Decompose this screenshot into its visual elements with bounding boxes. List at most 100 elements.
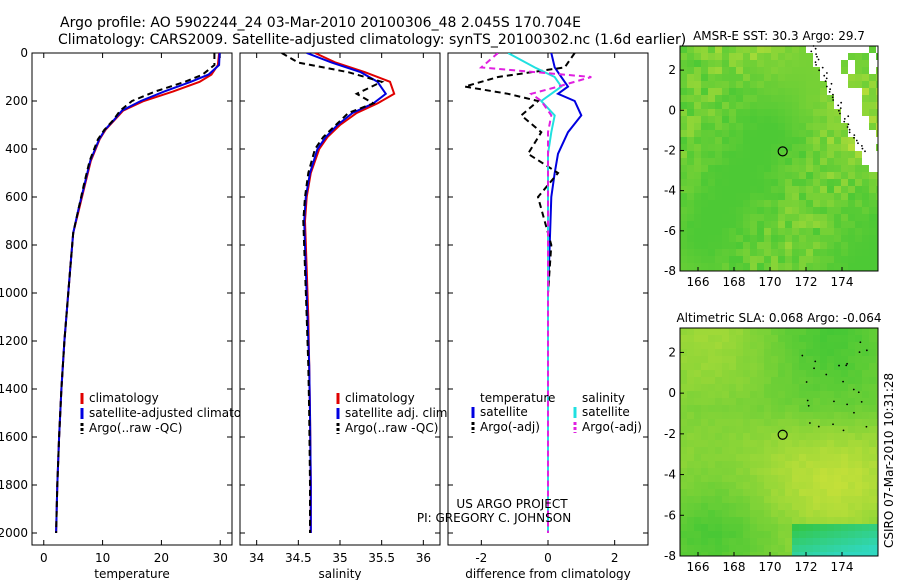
map-cell — [862, 144, 869, 151]
map-cell — [722, 130, 729, 137]
map-cell — [820, 482, 827, 489]
map-cell — [855, 214, 862, 221]
map-cell — [687, 235, 694, 242]
map-cell — [855, 88, 862, 95]
map-cell — [708, 447, 715, 454]
map-cell — [694, 391, 701, 398]
map-cell — [701, 524, 708, 531]
map-cell — [869, 461, 876, 468]
map-cell — [708, 545, 715, 552]
map-cell — [869, 377, 876, 384]
map-cell — [813, 496, 820, 503]
map-cell — [813, 179, 820, 186]
map-cell — [729, 151, 736, 158]
map-cell — [799, 517, 806, 524]
map-cell — [869, 200, 876, 207]
map-cell — [694, 46, 701, 53]
map-cell — [862, 496, 869, 503]
map-cell — [778, 130, 785, 137]
map-cell — [862, 398, 869, 405]
map-cell — [771, 144, 778, 151]
map-cell — [820, 158, 827, 165]
map-cell — [855, 137, 862, 144]
map-cell — [694, 405, 701, 412]
map-cell — [869, 88, 876, 95]
map-cell — [743, 88, 750, 95]
map-cell — [813, 419, 820, 426]
map-cell — [827, 158, 834, 165]
map-cell — [750, 433, 757, 440]
map-cell — [827, 426, 834, 433]
map-cell — [778, 426, 785, 433]
map-cell — [848, 123, 855, 130]
map-cell — [813, 405, 820, 412]
map-cell — [792, 207, 799, 214]
map-cell — [806, 391, 813, 398]
map-cell — [862, 405, 869, 412]
map-cell — [834, 489, 841, 496]
map-cell — [687, 74, 694, 81]
map-cell — [792, 221, 799, 228]
map-cell — [729, 384, 736, 391]
map-cell — [729, 426, 736, 433]
map-cell — [806, 363, 813, 370]
map-cell — [680, 531, 687, 538]
map-cell — [869, 433, 876, 440]
map-cell — [764, 398, 771, 405]
map-cell — [841, 510, 848, 517]
map-cell — [750, 426, 757, 433]
map-cell — [708, 510, 715, 517]
map-cell — [771, 130, 778, 137]
map-cell — [827, 461, 834, 468]
map-cell — [848, 158, 855, 165]
map-cell — [855, 95, 862, 102]
map-cell — [862, 186, 869, 193]
map-cell — [792, 228, 799, 235]
map-cell — [708, 377, 715, 384]
map-cell — [855, 144, 862, 151]
map-cell — [778, 433, 785, 440]
map-cell — [799, 461, 806, 468]
map-cell — [771, 384, 778, 391]
map-cell — [869, 116, 876, 123]
map-cell — [701, 489, 708, 496]
map-cell — [792, 545, 799, 552]
map-cell — [827, 53, 834, 60]
map-cell — [876, 186, 878, 193]
map-cell — [736, 363, 743, 370]
map-cell — [792, 242, 799, 249]
map-cell — [764, 335, 771, 342]
map-cell — [827, 454, 834, 461]
map-cell — [694, 186, 701, 193]
map-cell — [778, 468, 785, 475]
map-cell — [855, 356, 862, 363]
map-cell — [680, 468, 687, 475]
map-cell — [701, 531, 708, 538]
map-cell — [827, 433, 834, 440]
map-cell — [722, 95, 729, 102]
map-cell — [701, 53, 708, 60]
map-cell — [799, 384, 806, 391]
map-cell — [743, 81, 750, 88]
map-cell — [834, 510, 841, 517]
map-cell — [841, 531, 848, 538]
map-cell — [778, 235, 785, 242]
map-cell — [792, 186, 799, 193]
map-cell — [799, 249, 806, 256]
map-cell — [778, 510, 785, 517]
map-cell — [715, 81, 722, 88]
map-cell — [785, 67, 792, 74]
map-cell — [806, 151, 813, 158]
y-tick-label: 0 — [668, 103, 676, 117]
map-cell — [729, 123, 736, 130]
map-cell — [827, 74, 834, 81]
map-cell — [855, 552, 862, 556]
map-cell — [736, 328, 743, 335]
map-cell — [736, 123, 743, 130]
map-cell — [834, 165, 841, 172]
map-cell — [729, 130, 736, 137]
map-cell — [750, 186, 757, 193]
map-cell — [855, 377, 862, 384]
map-cell — [834, 60, 841, 67]
